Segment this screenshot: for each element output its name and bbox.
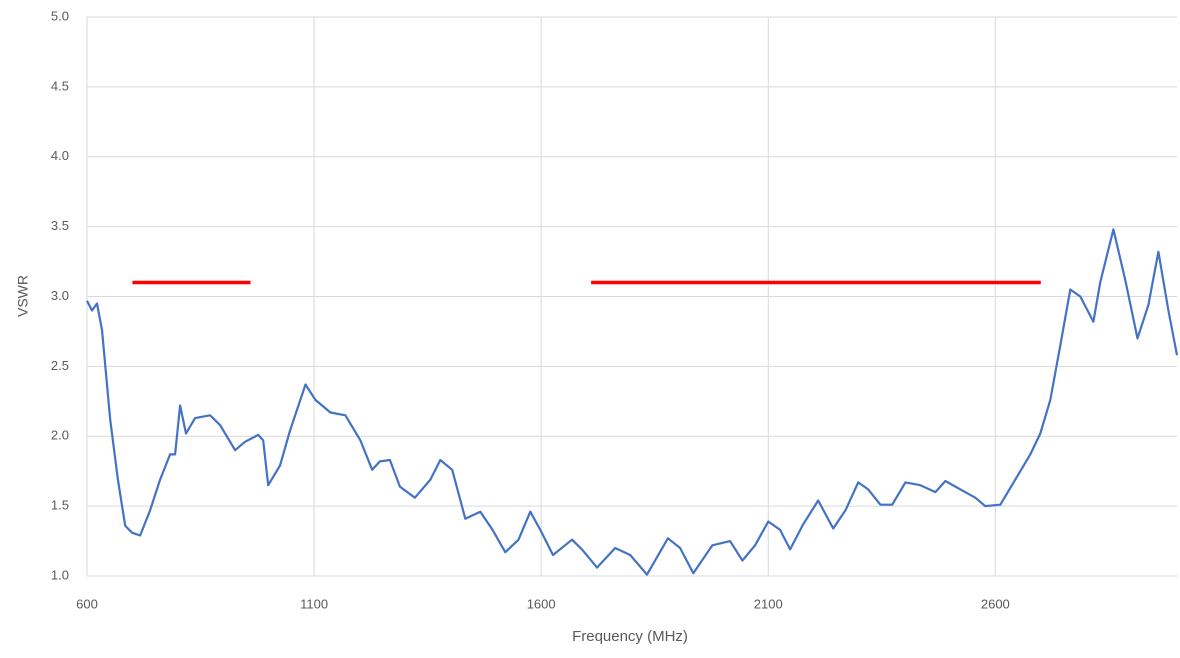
y-tick-label: 2.0 [51,428,69,443]
x-tick-label: 1600 [527,596,556,611]
y-tick-label: 3.0 [51,288,69,303]
y-tick-label: 3.5 [51,218,69,233]
y-tick-label: 5.0 [51,8,69,23]
vswr-line [86,228,1179,576]
y-tick-label: 2.5 [51,358,69,373]
y-tick-label: 4.0 [51,148,69,163]
x-tick-label: 1100 [300,596,328,611]
y-axis-title: VSWR [15,275,31,317]
y-tick-label: 1.5 [51,498,69,513]
x-tick-label: 600 [76,596,98,611]
x-tick-label: 2600 [981,596,1010,611]
x-tick-label: 2100 [754,596,783,611]
y-tick-label: 4.5 [51,78,69,93]
y-tick-label: 1.0 [51,567,69,582]
x-axis-title: Frequency (MHz) [572,628,688,645]
